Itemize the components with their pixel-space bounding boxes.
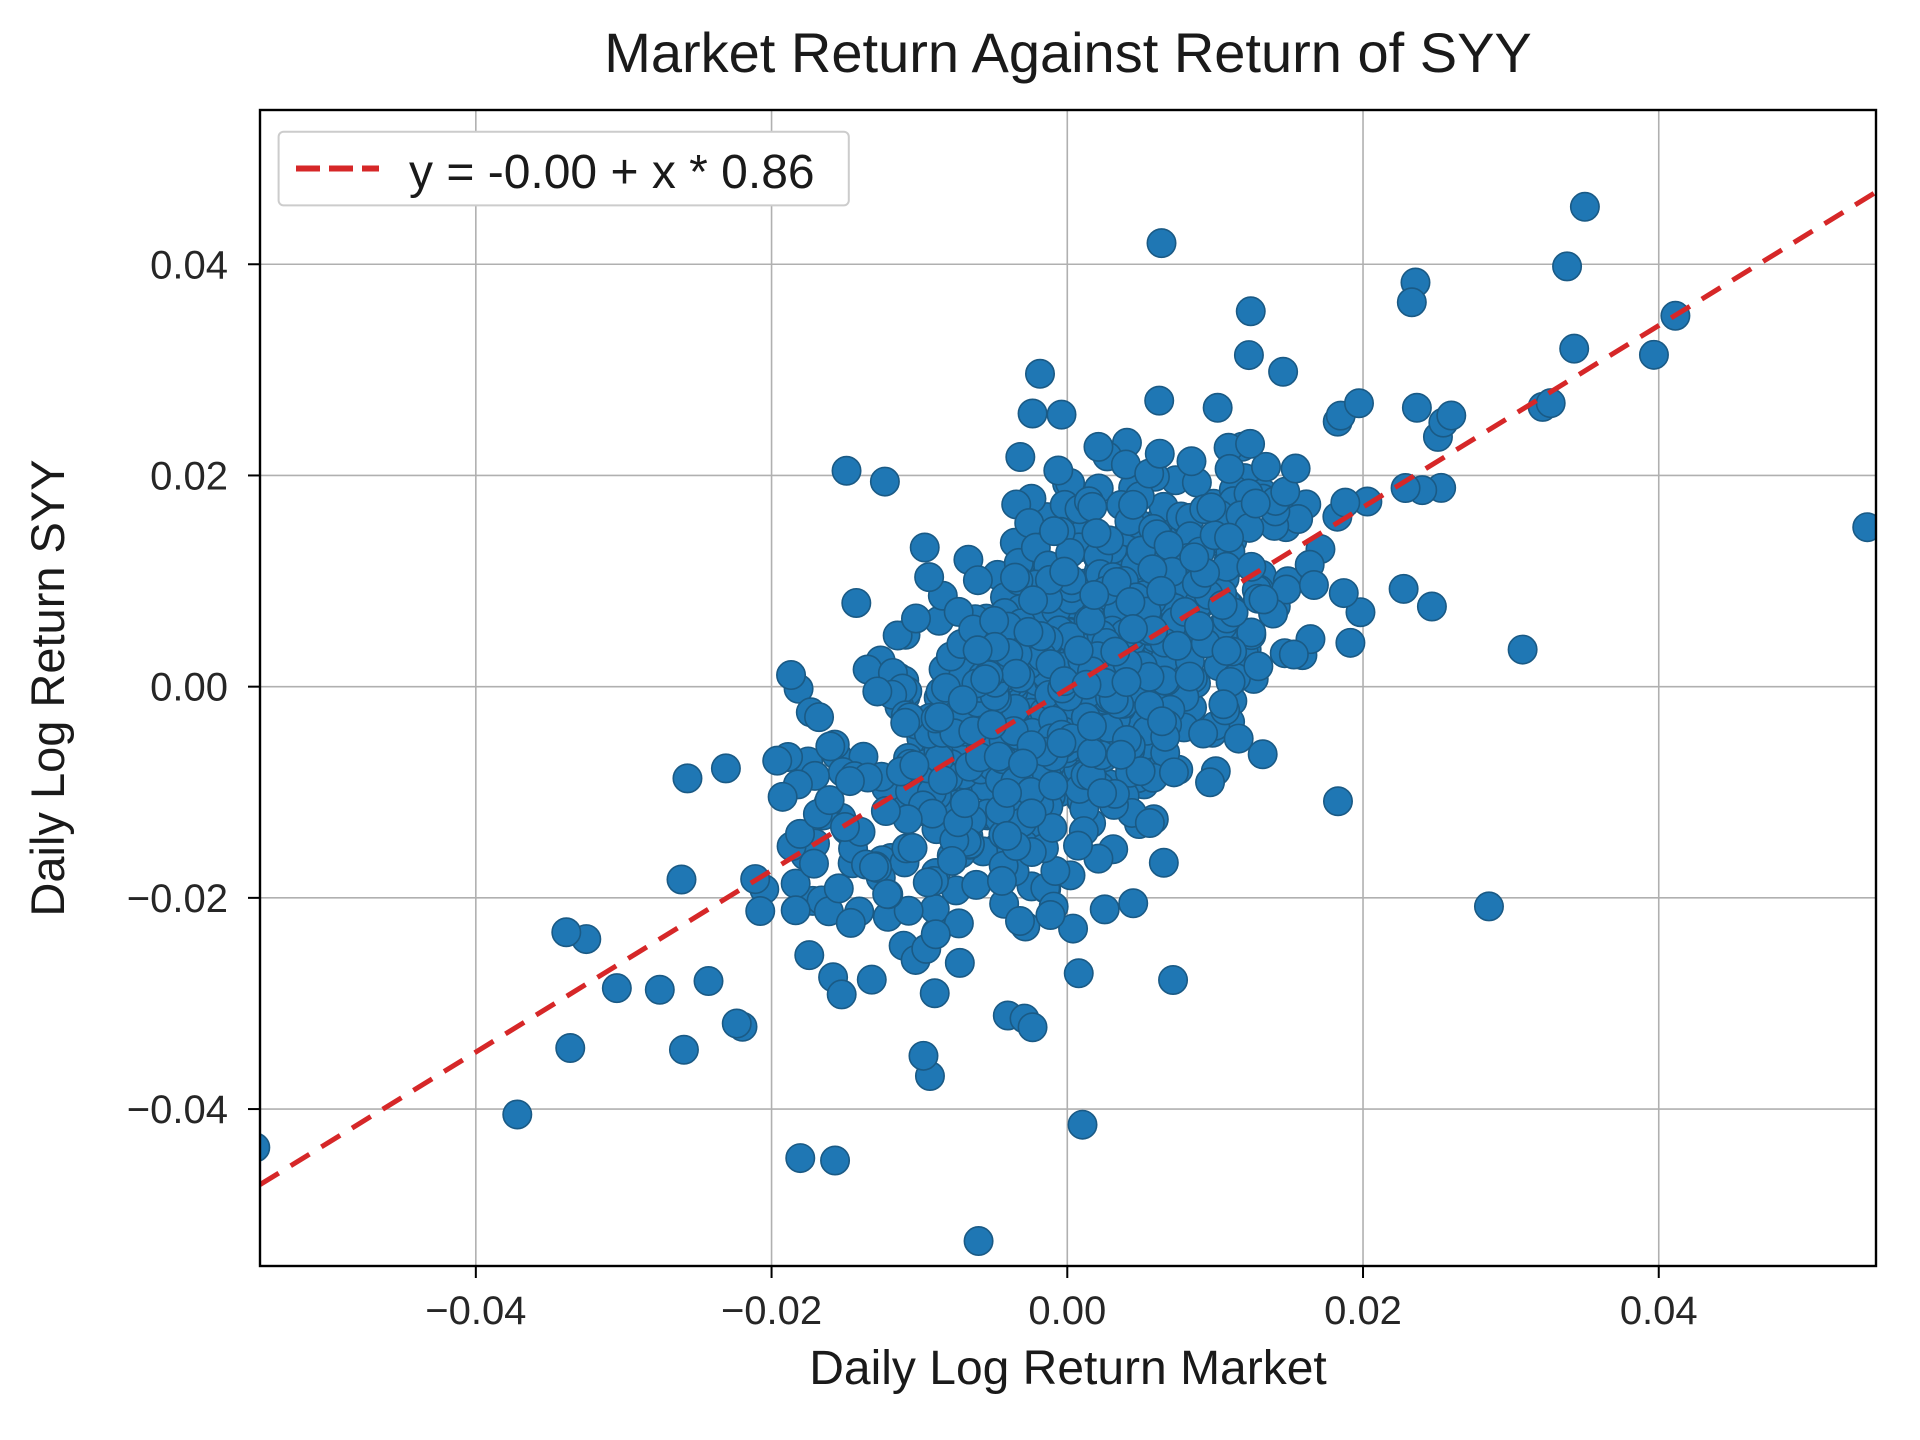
svg-text:−0.04: −0.04	[425, 1289, 526, 1333]
svg-text:0.00: 0.00	[150, 666, 228, 710]
svg-text:Daily Log Return Market: Daily Log Return Market	[809, 1342, 1327, 1395]
svg-text:0.02: 0.02	[150, 454, 228, 498]
svg-text:0.04: 0.04	[1620, 1289, 1698, 1333]
svg-text:−0.02: −0.02	[721, 1289, 822, 1333]
svg-text:y = -0.00 + x * 0.86: y = -0.00 + x * 0.86	[409, 146, 815, 199]
svg-text:−0.02: −0.02	[127, 877, 228, 921]
svg-text:0.04: 0.04	[150, 243, 228, 287]
svg-text:Market Return Against Return o: Market Return Against Return of SYY	[604, 21, 1532, 84]
svg-text:−0.04: −0.04	[127, 1088, 228, 1132]
svg-text:0.00: 0.00	[1028, 1289, 1106, 1333]
svg-text:0.02: 0.02	[1324, 1289, 1402, 1333]
svg-text:Daily Log Return SYY: Daily Log Return SYY	[21, 459, 74, 916]
